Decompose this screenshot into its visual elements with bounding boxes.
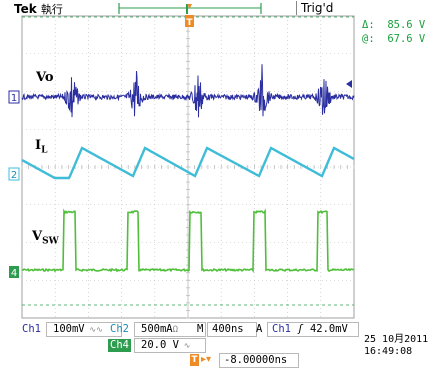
trigger-marker-text: T	[186, 18, 193, 28]
trig-source-text: Ch1	[272, 323, 291, 335]
ch4-marker-text: 4	[11, 268, 17, 279]
trigger-level-icon[interactable]	[346, 80, 352, 88]
bandwidth-icon: ∿∿	[84, 325, 103, 334]
acq-label: A	[256, 323, 262, 335]
vo-label: Vo	[36, 70, 54, 85]
acq-label-text: A	[256, 323, 263, 335]
timebase-label: M	[197, 323, 203, 335]
ch2-scale[interactable]: 500mAΩ	[134, 322, 206, 337]
trigger-state-text: Trig'd	[296, 1, 334, 15]
trigger-state: Trig'd	[296, 1, 334, 15]
trigger-position[interactable]: -8.00000ns	[219, 353, 299, 368]
vsw-label: VSW	[32, 229, 59, 247]
acq-mode-text: 執行	[40, 3, 63, 16]
bandwidth-icon: ∿	[178, 341, 191, 350]
brand-logo: Tek 執行	[14, 1, 63, 17]
ch1-ground-marker[interactable]: 1	[8, 90, 20, 104]
timebase-label-text: M	[197, 323, 204, 335]
ch4-scale[interactable]: 20.0 V ∿	[134, 338, 206, 353]
cursor-readout: Δ: 85.6 V @: 67.6 V	[362, 18, 425, 46]
ch2-ground-marker[interactable]: 2	[8, 167, 20, 181]
vsw-main: V	[32, 229, 43, 244]
ch4-label: Ch4	[108, 339, 131, 352]
rising-edge-icon: ʃ	[297, 323, 304, 335]
ch1-marker-text: 1	[11, 93, 17, 104]
ch2-label-text: Ch2	[110, 323, 129, 335]
arrow-right-icon: ▸▾	[201, 354, 212, 365]
ch4-trace	[21, 208, 355, 273]
trigger-offset-marker-text: T	[191, 355, 198, 365]
trig-position-text: -8.00000ns	[224, 354, 288, 366]
timebase-text: 400ns	[212, 323, 244, 335]
delta-label: Δ:	[362, 19, 375, 31]
timebase-scale[interactable]: 400ns	[207, 322, 257, 337]
cursor-delta: Δ: 85.6 V	[362, 18, 425, 32]
ch1-label: Ch1	[22, 323, 41, 335]
date-time: 25 10月2011 16:49:08	[364, 334, 428, 358]
cursor-at: @: 67.6 V	[362, 32, 425, 46]
ch1-label-text: Ch1	[22, 323, 41, 335]
ch2-label: Ch2	[110, 323, 129, 335]
ch4-ground-marker[interactable]: 4	[9, 266, 19, 279]
il-sub: L	[41, 145, 48, 156]
trigger-position-marker[interactable]: T	[185, 15, 194, 28]
vo-label-text: Vo	[36, 70, 54, 85]
ch2-scale-text: 500mA	[141, 323, 173, 335]
time-text: 16:49:08	[364, 346, 413, 357]
trig-level-text: 42.0mV	[309, 323, 348, 335]
ch2-trace	[21, 146, 355, 180]
waveform-traces	[21, 64, 355, 273]
ch4-label-text: Ch4	[110, 339, 129, 351]
at-value: 67.6 V	[387, 33, 426, 45]
brand-text: Tek	[14, 2, 37, 16]
date-text: 25 10月2011	[364, 334, 429, 345]
trigger-setup[interactable]: Ch1 ʃ 42.0mV	[267, 322, 359, 337]
trigger-arrow-icon	[187, 4, 192, 9]
ch1-scale-text: 100mV	[53, 323, 85, 335]
il-main: I	[35, 138, 42, 153]
ohm-icon: Ω	[172, 325, 179, 335]
vsw-sub: SW	[42, 236, 59, 247]
ch1-scale[interactable]: 100mV ∿∿	[46, 322, 122, 337]
il-label: IL	[35, 138, 47, 156]
trigger-offset-marker: T	[190, 354, 199, 366]
ch4-scale-text: 20.0 V	[141, 339, 179, 351]
delta-value: 85.6 V	[387, 19, 426, 31]
at-label: @:	[362, 33, 375, 45]
ch2-marker-text: 2	[11, 170, 17, 181]
ch1-trace	[21, 64, 355, 118]
